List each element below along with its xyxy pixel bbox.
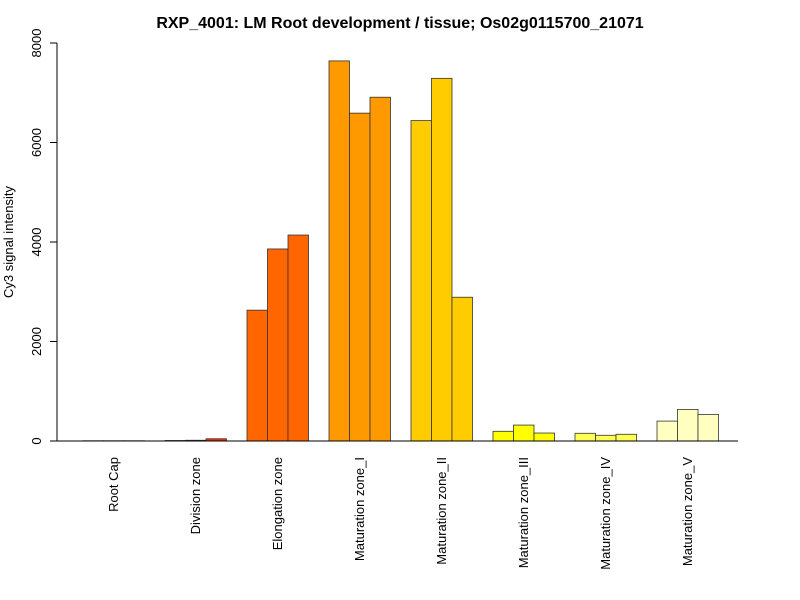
bar: [492, 430, 514, 442]
bar: [267, 248, 289, 442]
chart-title: RXP_4001: LM Root development / tissue; …: [156, 15, 643, 32]
category-label: Maturation zone_III: [516, 457, 531, 568]
bar: [328, 60, 350, 442]
category-label: Root Cap: [106, 457, 121, 512]
y-tick-label: 6000: [29, 128, 44, 157]
bar: [349, 112, 371, 442]
bar: [287, 234, 309, 442]
y-axis-label: Cy3 signal intensity: [1, 186, 16, 298]
bar: [369, 96, 391, 442]
y-axis: 0 2000 4000 6000 8000: [29, 29, 58, 445]
bar: [615, 433, 637, 442]
bar: [451, 296, 473, 442]
bar: [595, 434, 617, 442]
y-tick-label: 2000: [29, 327, 44, 356]
category-label: Division zone: [188, 457, 203, 534]
bar: [431, 77, 453, 442]
category-label: Maturation zone_V: [680, 457, 695, 566]
bar: [513, 424, 535, 442]
category-label: Maturation zone_I: [352, 457, 367, 561]
category-labels: Root Cap Division zone Elongation zone Matu…: [106, 457, 695, 570]
bars-group: [82, 60, 719, 442]
category-label: Maturation zone_II: [434, 457, 449, 565]
y-tick-label: 0: [29, 437, 44, 444]
y-tick-label: 8000: [29, 29, 44, 58]
bar: [410, 120, 432, 442]
category-label: Maturation zone_IV: [598, 457, 613, 570]
y-tick-label: 4000: [29, 228, 44, 257]
bar: [677, 409, 699, 442]
bar: [533, 432, 555, 442]
category-label: Elongation zone: [270, 457, 285, 550]
bar: [697, 413, 719, 442]
bar: [574, 432, 596, 442]
bar: [246, 309, 268, 442]
bar: [656, 420, 678, 442]
